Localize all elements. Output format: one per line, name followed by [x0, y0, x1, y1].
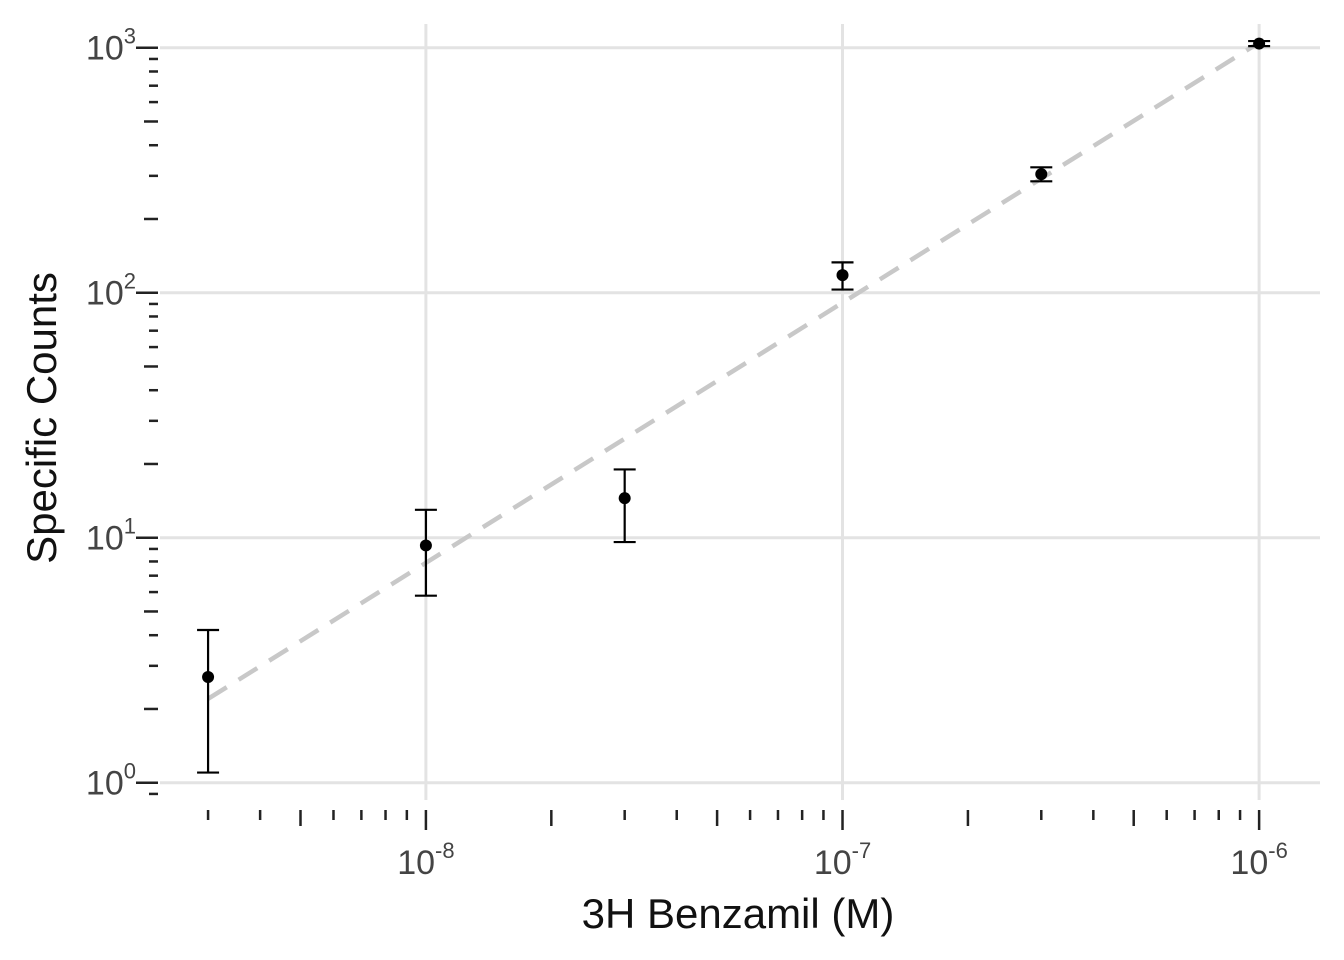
fit-line-group — [206, 40, 1261, 701]
axis-ticks — [136, 46, 1261, 830]
error-bars — [197, 39, 1271, 774]
data-point-5 — [1253, 37, 1266, 50]
data-points — [202, 37, 1266, 684]
y-tick-label-1: 101 — [86, 514, 136, 558]
grid-lines — [160, 24, 1320, 800]
data-point-2 — [618, 492, 631, 505]
data-point-3 — [836, 269, 849, 282]
error-bar-0 — [197, 628, 220, 774]
error-bar-2 — [613, 468, 636, 544]
x-tick-label-0: 10-8 — [397, 838, 454, 882]
x-axis-label: 3H Benzamil (M) — [582, 890, 895, 937]
fit-line — [206, 40, 1261, 701]
y-tick-label-2: 102 — [86, 269, 136, 313]
y-tick-label-0: 100 — [86, 759, 136, 803]
data-point-0 — [202, 671, 215, 684]
tick-labels: 10-8 10-7 10-6 100 101 102 103 — [86, 24, 1288, 882]
x-tick-label-1: 10-7 — [814, 838, 871, 882]
data-point-4 — [1035, 168, 1048, 181]
y-axis-label: Specific Counts — [18, 272, 65, 564]
x-tick-label-2: 10-6 — [1230, 838, 1287, 882]
error-bar-1 — [414, 508, 437, 597]
y-tick-label-3: 103 — [86, 24, 136, 68]
data-point-1 — [419, 539, 432, 552]
